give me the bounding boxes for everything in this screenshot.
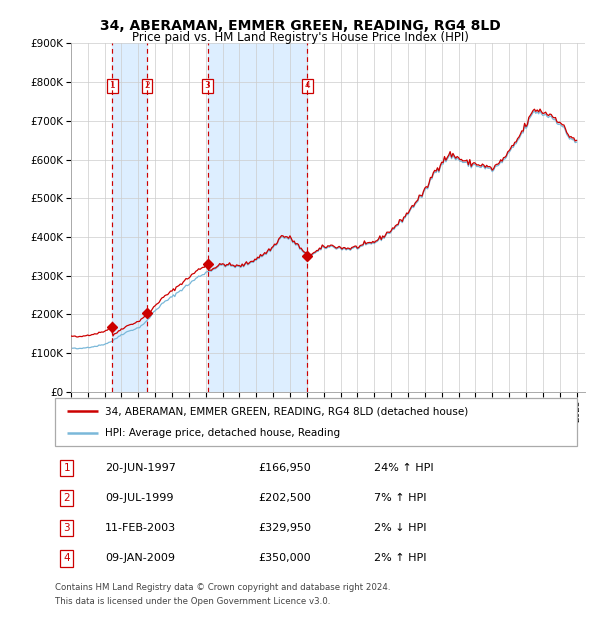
Text: 09-JUL-1999: 09-JUL-1999 (105, 493, 173, 503)
Text: 4: 4 (305, 81, 310, 91)
Text: £329,950: £329,950 (259, 523, 312, 533)
Text: 7% ↑ HPI: 7% ↑ HPI (374, 493, 426, 503)
Text: Price paid vs. HM Land Registry's House Price Index (HPI): Price paid vs. HM Land Registry's House … (131, 31, 469, 43)
Text: 2: 2 (64, 493, 70, 503)
Text: 20-JUN-1997: 20-JUN-1997 (105, 463, 176, 472)
Text: 34, ABERAMAN, EMMER GREEN, READING, RG4 8LD (detached house): 34, ABERAMAN, EMMER GREEN, READING, RG4 … (105, 406, 468, 416)
Text: This data is licensed under the Open Government Licence v3.0.: This data is licensed under the Open Gov… (55, 597, 331, 606)
Text: 24% ↑ HPI: 24% ↑ HPI (374, 463, 433, 472)
Text: 4: 4 (64, 554, 70, 564)
Text: 2% ↓ HPI: 2% ↓ HPI (374, 523, 426, 533)
Text: £202,500: £202,500 (259, 493, 311, 503)
Text: 1: 1 (110, 81, 115, 91)
Text: 3: 3 (64, 523, 70, 533)
FancyBboxPatch shape (55, 398, 577, 446)
Text: 11-FEB-2003: 11-FEB-2003 (105, 523, 176, 533)
Text: Contains HM Land Registry data © Crown copyright and database right 2024.: Contains HM Land Registry data © Crown c… (55, 583, 391, 592)
Text: 1: 1 (64, 463, 70, 472)
Text: £166,950: £166,950 (259, 463, 311, 472)
Text: 2% ↑ HPI: 2% ↑ HPI (374, 554, 426, 564)
Text: HPI: Average price, detached house, Reading: HPI: Average price, detached house, Read… (105, 428, 340, 438)
Text: £350,000: £350,000 (259, 554, 311, 564)
Text: 3: 3 (205, 81, 211, 91)
Text: 34, ABERAMAN, EMMER GREEN, READING, RG4 8LD: 34, ABERAMAN, EMMER GREEN, READING, RG4 … (100, 19, 500, 33)
Text: 09-JAN-2009: 09-JAN-2009 (105, 554, 175, 564)
Text: 2: 2 (144, 81, 150, 91)
Bar (208, 43, 307, 392)
Bar (112, 43, 147, 392)
